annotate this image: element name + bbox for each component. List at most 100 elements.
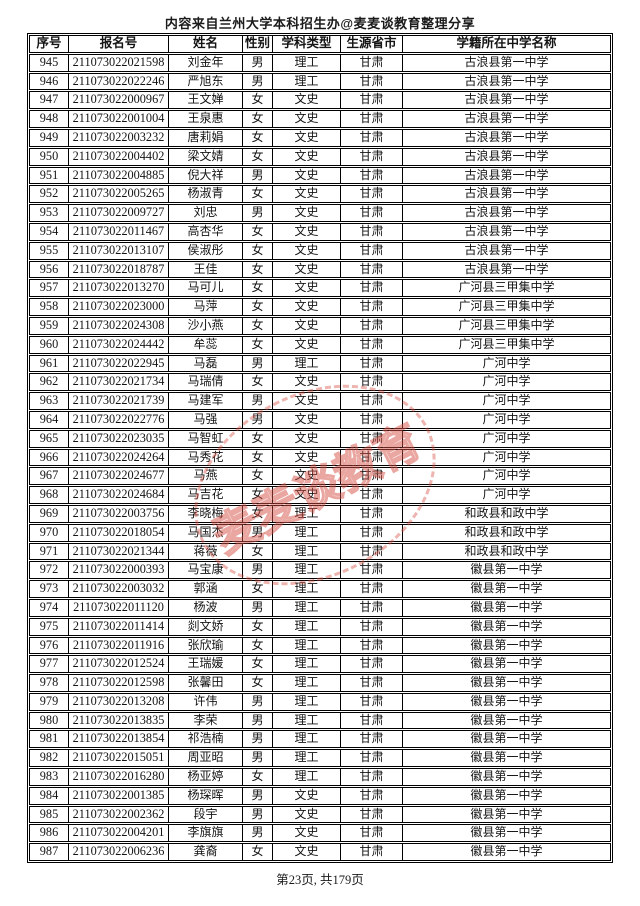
cell-registration-number: 211073022023000 <box>69 299 169 315</box>
cell-school: 广河县三甲集中学 <box>458 336 555 351</box>
cell-subject-type: 理工 <box>273 562 341 579</box>
table-row: 983 211073022016280 杨亚婷 女 理工 甘肃 徽县第一中学 <box>29 768 611 786</box>
table-row: 965 211073022023035 马智虹 女 文史 甘肃 广河中学 <box>29 429 611 448</box>
cell-name: 马可儿 <box>169 280 243 297</box>
cell-school: 徽县第一中学 <box>470 712 543 727</box>
table-row: 964 211073022022776 马强 男 文史 甘肃 广河中学 <box>29 410 611 429</box>
cell-serial: 969 <box>30 505 69 522</box>
cell-name: 马吉花 <box>169 487 243 503</box>
cell-province: 甘肃 <box>341 543 403 560</box>
cell-registration-number: 211073022013107 <box>69 242 169 259</box>
cell-serial: 983 <box>30 769 69 785</box>
cell-name: 周亚昭 <box>169 750 243 767</box>
cell-school: 广河县三甲集中学 <box>458 299 555 314</box>
table-row: 987 211073022006236 龚裔 女 文史 甘肃 徽县第一中学 <box>29 843 611 862</box>
cell-gender: 男 <box>243 806 273 823</box>
cell-subject-type: 文史 <box>273 223 341 240</box>
cell-registration-number: 211073022012598 <box>69 675 169 691</box>
cell-gender: 男 <box>243 54 273 71</box>
cell-serial: 951 <box>30 167 69 184</box>
table-row: 979 211073022013208 许伟 男 理工 甘肃 徽县第一中学 <box>29 692 611 711</box>
page-indicator: 第23页, 共179页 <box>276 873 364 887</box>
cell-province: 甘肃 <box>341 468 403 485</box>
cell-subject-type: 文史 <box>273 186 341 203</box>
cell-province: 甘肃 <box>341 562 403 579</box>
cell-school: 广河中学 <box>482 393 531 408</box>
cell-subject-type: 理工 <box>273 656 341 673</box>
cell-registration-number: 211073022006236 <box>69 844 169 861</box>
cell-province: 甘肃 <box>341 374 403 391</box>
cell-school: 和政县和政中学 <box>464 505 549 520</box>
cell-subject-type: 理工 <box>273 505 341 522</box>
cell-province: 甘肃 <box>341 111 403 127</box>
page-title: 内容来自兰州大学本科招生办@麦麦谈教育整理分享 <box>164 16 476 31</box>
cell-name: 马燕 <box>169 468 243 485</box>
table-row: 970 211073022018054 马国杰 男 理工 甘肃 和政县和政中学 <box>29 523 611 542</box>
cell-province: 甘肃 <box>341 430 403 447</box>
cell-name: 马国杰 <box>169 524 243 541</box>
cell-province: 甘肃 <box>341 167 403 184</box>
cell-school: 广河县三甲集中学 <box>458 317 555 332</box>
cell-registration-number: 211073022011467 <box>69 223 169 240</box>
cell-gender: 女 <box>243 618 273 635</box>
cell-registration-number: 211073022000393 <box>69 562 169 579</box>
student-table: 序号 报名号 姓名 性别 学科类型 生源省市 学籍所在中学名称 945 2110… <box>27 33 613 864</box>
cell-gender: 女 <box>243 656 273 673</box>
cell-province: 甘肃 <box>341 73 403 90</box>
cell-serial: 970 <box>30 524 69 541</box>
cell-school: 徽县第一中学 <box>470 787 543 802</box>
cell-subject-type: 理工 <box>273 637 341 654</box>
cell-gender: 女 <box>243 317 273 334</box>
table-row: 978 211073022012598 张馨田 女 理工 甘肃 徽县第一中学 <box>29 674 611 692</box>
cell-name: 高杏华 <box>169 223 243 240</box>
cell-name: 严旭东 <box>169 73 243 90</box>
cell-serial: 967 <box>30 468 69 485</box>
cell-province: 甘肃 <box>341 675 403 691</box>
cell-school: 古浪县第一中学 <box>464 111 549 126</box>
cell-serial: 972 <box>30 562 69 579</box>
cell-name: 马宝康 <box>169 562 243 579</box>
cell-gender: 男 <box>243 167 273 184</box>
cell-name: 杨淑青 <box>169 186 243 203</box>
cell-name: 马强 <box>169 411 243 428</box>
cell-gender: 男 <box>243 825 273 842</box>
table-row: 975 211073022011414 剡文娇 女 理工 甘肃 徽县第一中学 <box>29 617 611 636</box>
cell-gender: 男 <box>243 411 273 428</box>
cell-serial: 980 <box>30 712 69 729</box>
cell-name: 王泉惠 <box>169 111 243 127</box>
cell-school: 古浪县第一中学 <box>464 73 549 88</box>
cell-serial: 949 <box>30 129 69 146</box>
cell-serial: 975 <box>30 618 69 635</box>
cell-subject-type: 文史 <box>273 393 341 409</box>
cell-name: 马建军 <box>169 393 243 409</box>
table-row: 974 211073022011120 杨波 男 理工 甘肃 徽县第一中学 <box>29 598 611 617</box>
cell-registration-number: 211073022022945 <box>69 355 169 372</box>
column-header-name: 姓名 <box>169 36 243 52</box>
cell-school: 古浪县第一中学 <box>464 261 549 276</box>
cell-serial: 962 <box>30 374 69 391</box>
cell-school: 广河中学 <box>482 411 531 426</box>
cell-name: 倪大祥 <box>169 167 243 184</box>
cell-registration-number: 211073022024308 <box>69 317 169 334</box>
table-row: 947 211073022000967 王文婵 女 文史 甘肃 古浪县第一中学 <box>29 91 611 110</box>
cell-province: 甘肃 <box>341 787 403 804</box>
cell-gender: 女 <box>243 468 273 485</box>
cell-gender: 女 <box>243 844 273 861</box>
cell-gender: 男 <box>243 599 273 616</box>
cell-province: 甘肃 <box>341 731 403 748</box>
cell-name: 马磊 <box>169 355 243 372</box>
cell-serial: 958 <box>30 299 69 315</box>
cell-subject-type: 文史 <box>273 468 341 485</box>
cell-name: 刘金年 <box>169 54 243 71</box>
column-header-subject-type: 学科类型 <box>273 36 341 52</box>
cell-school: 和政县和政中学 <box>464 524 549 539</box>
cell-name: 祁浩楠 <box>169 731 243 748</box>
cell-school: 徽县第一中学 <box>470 675 543 690</box>
table-row: 955 211073022013107 侯淑彤 女 文史 甘肃 古浪县第一中学 <box>29 241 611 260</box>
cell-subject-type: 理工 <box>273 355 341 372</box>
cell-serial: 955 <box>30 242 69 259</box>
table-row: 960 211073022024442 牟蕊 女 文史 甘肃 广河县三甲集中学 <box>29 335 611 354</box>
cell-gender: 男 <box>243 393 273 409</box>
cell-province: 甘肃 <box>341 242 403 259</box>
cell-serial: 986 <box>30 825 69 842</box>
